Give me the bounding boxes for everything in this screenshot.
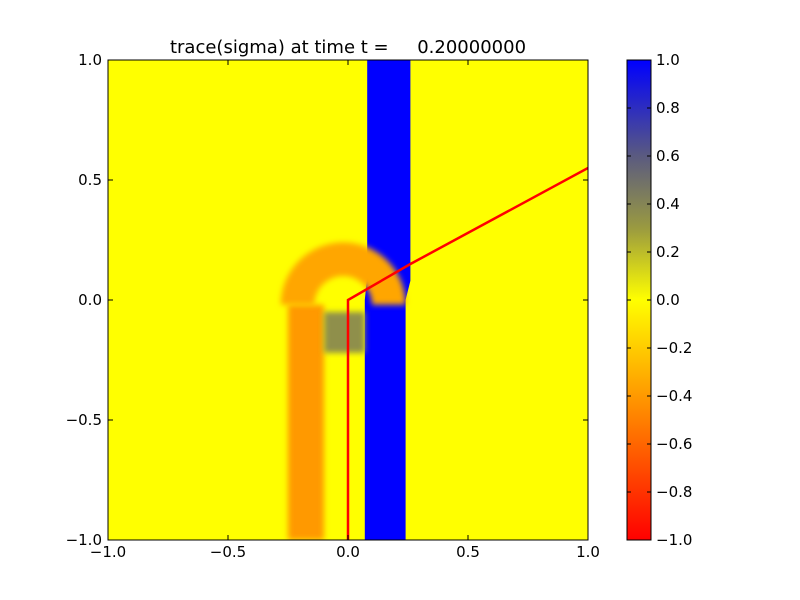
y-tick-label: 1.0	[78, 51, 102, 69]
field-regions	[280, 60, 411, 540]
y-tick-label: 0.0	[78, 291, 102, 309]
y-tick-label: −0.5	[66, 411, 102, 429]
x-tick-label: 0.0	[336, 543, 360, 561]
y-tick-label: −1.0	[66, 531, 102, 549]
series-line-0	[346, 166, 588, 540]
colorbar-tick-label: −0.6	[656, 435, 692, 453]
colorbar-tick-label: −1.0	[656, 531, 692, 549]
x-tick-label: 1.0	[576, 543, 600, 561]
colorbar-tick-label: 0.6	[656, 147, 680, 165]
colorbar-tick-label: 0.2	[656, 243, 680, 261]
colorbar-tick-label: −0.2	[656, 339, 692, 357]
colorbar-ticks: −1.0 −0.8 −0.6 −0.4 −0.2 0.0 0.2 0.4 0.6 0.8 1.0	[627, 51, 692, 549]
x-tick-label: 0.5	[456, 543, 480, 561]
plot-area	[107, 59, 589, 541]
chart-title: trace(sigma) at time t = 0.20000000	[170, 37, 526, 58]
x-tick-label: −1.0	[90, 543, 126, 561]
colorbar-tick-label: 1.0	[656, 51, 680, 69]
colorbar-tick-label: 0.4	[656, 195, 680, 213]
region-orange-column	[288, 304, 324, 540]
colorbar-tick-label: −0.8	[656, 483, 692, 501]
x-axis: −1.0 −0.5 0.0 0.5 1.0	[90, 60, 600, 561]
colorbar-tick-label: 0.8	[656, 99, 680, 117]
region-orange-arc	[280, 242, 406, 305]
colorbar-tick-label: 0.0	[656, 291, 680, 309]
series-group	[346, 166, 588, 540]
x-tick-label: −0.5	[210, 543, 246, 561]
y-tick-label: 0.5	[78, 171, 102, 189]
y-axis: −1.0 −0.5 0.0 0.5 1.0	[66, 51, 588, 549]
region-gray-patch	[324, 312, 365, 353]
colorbar-tick-label: −0.4	[656, 387, 692, 405]
colorbar: −1.0 −0.8 −0.6 −0.4 −0.2 0.0 0.2 0.4 0.6 0.8 1.0	[626, 51, 692, 549]
